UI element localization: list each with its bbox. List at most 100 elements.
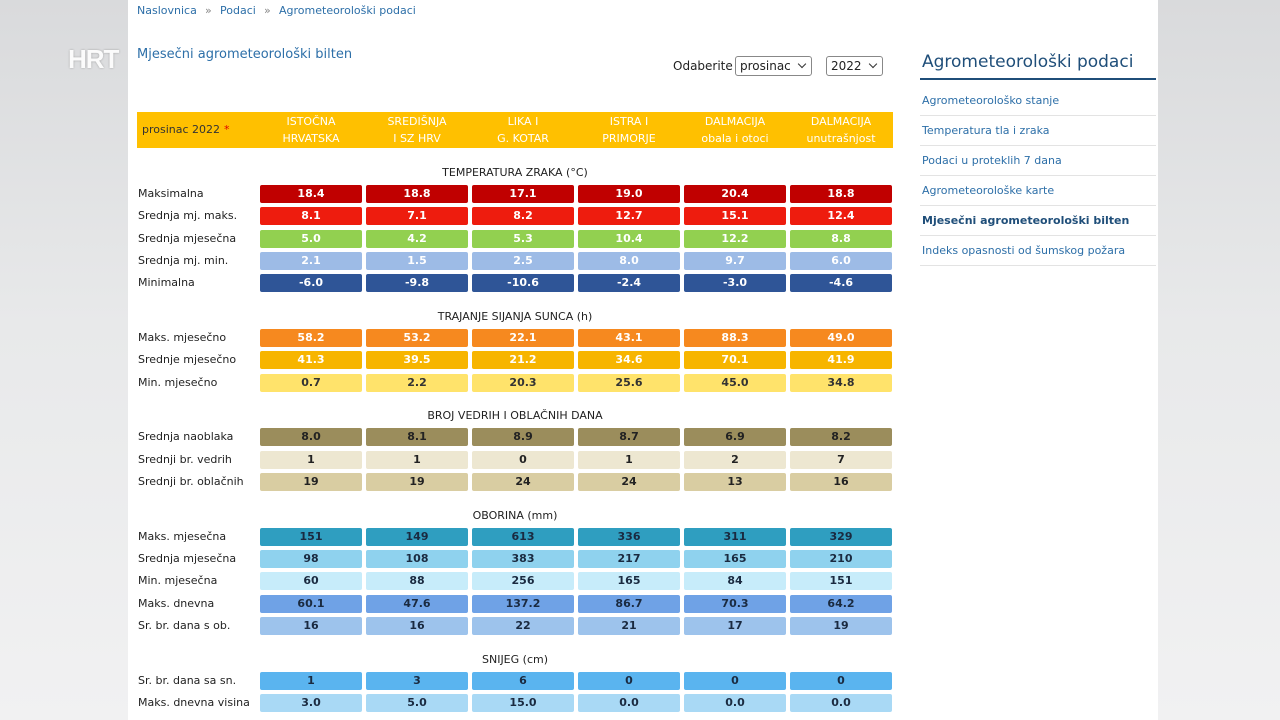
select-label: Odaberite <box>673 59 733 73</box>
data-cell: 12.4 <box>790 207 892 226</box>
table-header <box>137 112 893 148</box>
column-header: HRVATSKA <box>282 132 340 145</box>
data-cell: 151 <box>260 527 362 546</box>
data-cell: 0 <box>472 450 574 469</box>
data-cell: 165 <box>578 572 680 591</box>
data-cell: 2.5 <box>472 251 574 270</box>
data-cell: 383 <box>472 550 574 569</box>
data-cell: 10.4 <box>578 229 680 248</box>
row-label: Sr. br. dana sa sn. <box>138 673 237 687</box>
data-cell: 21.2 <box>472 351 574 370</box>
data-cell: 151 <box>790 572 892 591</box>
data-cell: 7.1 <box>366 207 468 226</box>
data-cell: 8.2 <box>472 207 574 226</box>
data-cell: 8.1 <box>366 428 468 447</box>
data-cell: 19.0 <box>578 185 680 203</box>
data-cell: 70.3 <box>684 594 786 613</box>
sidebar-link[interactable]: Agrometeorološko stanje <box>922 94 1060 107</box>
data-cell: -3.0 <box>684 274 786 293</box>
row-label: Maks. dnevna <box>138 596 215 610</box>
data-cell: 45.0 <box>684 373 786 392</box>
breadcrumb-link[interactable]: Agrometeorološki podaci <box>279 4 416 17</box>
sidebar-link[interactable]: Mjesečni agrometeorološki bilten <box>922 214 1130 227</box>
sidebar-link[interactable]: Podaci u proteklih 7 dana <box>922 154 1062 167</box>
data-cell: 311 <box>684 527 786 546</box>
data-cell: 0 <box>578 671 680 690</box>
data-cell: 16 <box>366 617 468 635</box>
row-label: Srednji br. oblačnih <box>138 475 244 488</box>
sidebar-separator <box>920 115 1156 116</box>
column-header: unutrašnjost <box>806 132 876 145</box>
data-cell: 49.0 <box>790 329 892 347</box>
sidebar-title: Agrometeorološki podaci <box>922 52 1134 72</box>
data-cell: -2.4 <box>578 274 680 293</box>
data-cell: 15.0 <box>472 694 574 713</box>
row-label: Min. mjesečno <box>138 375 218 389</box>
data-cell: 1 <box>578 450 680 469</box>
data-cell: 86.7 <box>578 594 680 613</box>
data-cell: 0 <box>790 671 892 690</box>
row-label: Sr. br. dana s ob. <box>138 619 231 632</box>
data-cell: -4.6 <box>790 274 892 293</box>
data-cell: 12.2 <box>684 229 786 248</box>
data-cell: 88 <box>366 572 468 591</box>
breadcrumb-separator: » <box>264 4 271 17</box>
sidebar-link[interactable]: Agrometeorološke karte <box>922 184 1055 197</box>
required-marker: * <box>224 123 230 136</box>
data-cell: 60.1 <box>260 594 362 613</box>
column-header: DALMACIJA <box>810 115 872 128</box>
data-cell: 47.6 <box>366 594 468 613</box>
sidebar-link[interactable]: Temperatura tla i zraka <box>922 124 1050 137</box>
column-header: I SZ HRV <box>393 132 441 145</box>
row-label: Maks. mjesečna <box>138 529 227 543</box>
data-cell: 9.7 <box>684 251 786 270</box>
breadcrumb-link[interactable]: Naslovnica <box>137 4 197 17</box>
column-header: LIKA I <box>507 115 539 128</box>
column-header: SREDIŠNJA <box>387 115 447 128</box>
data-cell: 17.1 <box>472 185 574 203</box>
data-cell: 24 <box>472 473 574 491</box>
year-select[interactable]: 2022 <box>826 56 883 76</box>
data-cell: 53.2 <box>366 329 468 347</box>
sidebar-link[interactable]: Indeks opasnosti od šumskog požara <box>922 244 1126 257</box>
month-select[interactable]: prosinac <box>735 56 812 76</box>
sidebar-separator <box>920 265 1156 266</box>
data-cell: 8.8 <box>790 229 892 248</box>
data-cell: 4.2 <box>366 229 468 248</box>
data-cell: 88.3 <box>684 329 786 347</box>
data-cell: 43.1 <box>578 329 680 347</box>
data-cell: -9.8 <box>366 274 468 293</box>
section-title: TRAJANJE SIJANJA SUNCA (h) <box>437 310 593 323</box>
page-title: Mjesečni agrometeorološki bilten <box>137 47 353 62</box>
data-cell: 0.0 <box>684 694 786 713</box>
data-cell: 8.0 <box>578 251 680 270</box>
data-cell: 34.8 <box>790 373 892 392</box>
data-cell: 21 <box>578 617 680 635</box>
row-label: Srednja mjesečna <box>138 231 237 245</box>
data-cell: 6 <box>472 671 574 690</box>
data-cell: 70.1 <box>684 351 786 370</box>
data-cell: 18.8 <box>366 185 468 203</box>
data-cell: -6.0 <box>260 274 362 293</box>
data-cell: 0.0 <box>578 694 680 713</box>
data-cell: 22 <box>472 617 574 635</box>
data-cell: 22.1 <box>472 329 574 347</box>
breadcrumb-link[interactable]: Podaci <box>220 4 256 17</box>
data-cell: 15.1 <box>684 207 786 226</box>
data-cell: 2 <box>684 450 786 469</box>
data-cell: 19 <box>260 473 362 491</box>
table-period: prosinac 2022 <box>142 123 221 136</box>
data-cell: 1 <box>260 450 362 469</box>
data-cell: 13 <box>684 473 786 491</box>
column-header: obala i otoci <box>701 132 769 145</box>
data-cell: 3.0 <box>260 694 362 713</box>
data-cell: 1 <box>366 450 468 469</box>
data-cell: 84 <box>684 572 786 591</box>
section-title: BROJ VEDRIH I OBLAČNIH DANA <box>427 409 603 423</box>
logo: HRT <box>68 44 119 74</box>
sidebar-separator <box>920 145 1156 146</box>
data-cell: 2.1 <box>260 251 362 270</box>
data-cell: 20.3 <box>472 373 574 392</box>
data-cell: 217 <box>578 550 680 569</box>
sidebar-rule <box>920 78 1156 80</box>
